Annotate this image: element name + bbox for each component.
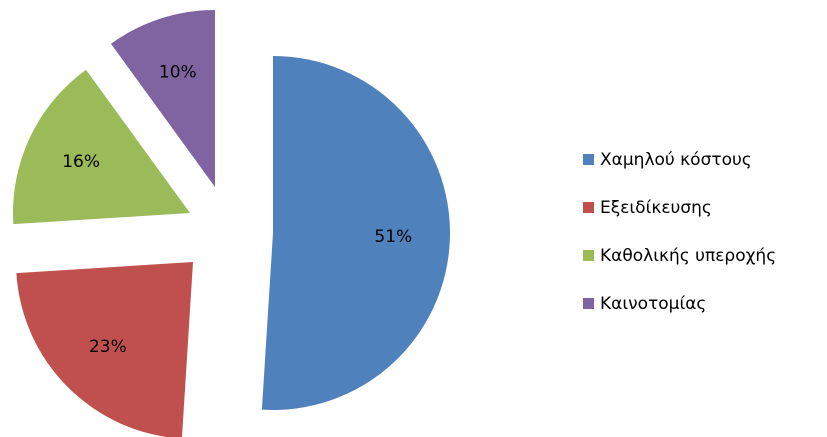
legend-label: Καινοτομίας bbox=[600, 294, 706, 314]
pie-slice bbox=[16, 262, 193, 437]
legend-swatch bbox=[583, 298, 594, 309]
legend-swatch bbox=[583, 154, 594, 165]
legend-swatch bbox=[583, 250, 594, 261]
data-label: 23% bbox=[89, 337, 127, 357]
data-label: 16% bbox=[62, 152, 100, 172]
legend-swatch bbox=[583, 202, 594, 213]
data-label: 51% bbox=[374, 227, 412, 247]
legend-label: Χαμηλού κόστους bbox=[600, 150, 752, 170]
data-label: 10% bbox=[159, 63, 197, 83]
legend-label: Εξειδίκευσης bbox=[600, 198, 712, 218]
legend-label: Καθολικής υπεροχής bbox=[600, 246, 776, 266]
pie-slice bbox=[261, 56, 451, 410]
pie-slice bbox=[12, 69, 190, 225]
pie-slice bbox=[110, 10, 215, 187]
